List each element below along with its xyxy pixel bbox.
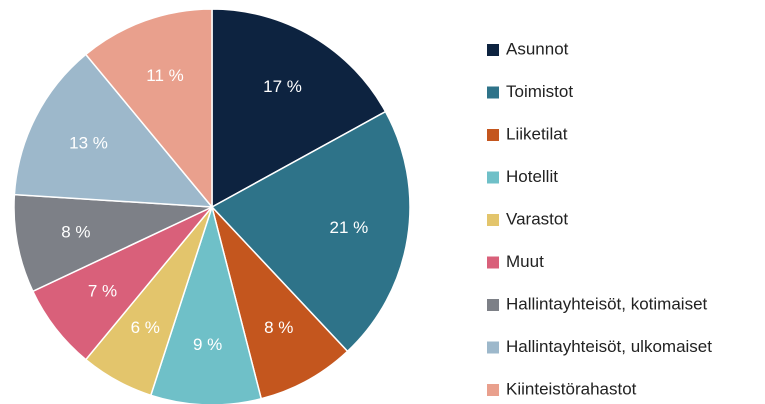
value-label: 8 %: [61, 222, 90, 241]
legend-label: Kiinteistörahastot: [506, 379, 637, 398]
value-label: 6 %: [131, 318, 160, 337]
value-label: 9 %: [193, 335, 222, 354]
pie-slice: [84, 8, 213, 210]
legend-label: Varastot: [506, 209, 568, 228]
legend-swatch: [487, 44, 499, 56]
legend-swatch: [487, 171, 499, 184]
legend-swatch: [487, 384, 499, 396]
pie-slice: [149, 204, 263, 404]
legend-label: Muut: [506, 252, 544, 271]
legend-label: Hotellit: [506, 167, 558, 186]
value-label: 11 %: [146, 66, 184, 85]
legend-swatch: [487, 86, 499, 99]
value-label: 13 %: [69, 134, 108, 153]
value-label: 21 %: [330, 218, 369, 237]
legend-label: Toimistot: [506, 82, 573, 101]
value-label: 7 %: [88, 281, 117, 300]
pie-slice: [13, 53, 214, 208]
legend-label: Asunnot: [506, 39, 569, 58]
legend-swatch: [487, 341, 499, 354]
pie-slice: [13, 193, 213, 293]
value-label: 8 %: [264, 318, 293, 337]
legend-label: Hallintayhteisöt, ulkomaiset: [506, 337, 712, 356]
pie-slice: [211, 206, 349, 400]
legend-label: Liiketilat: [506, 124, 568, 143]
pie-slice: [211, 8, 387, 209]
value-label: 17 %: [263, 77, 302, 96]
legend-swatch: [487, 129, 499, 141]
legend-swatch: [487, 299, 499, 311]
legend-label: Hallintayhteisöt, kotimaiset: [506, 294, 708, 313]
legend-swatch: [487, 214, 499, 226]
legend-swatch: [487, 256, 499, 269]
pie-slice: [210, 110, 411, 353]
